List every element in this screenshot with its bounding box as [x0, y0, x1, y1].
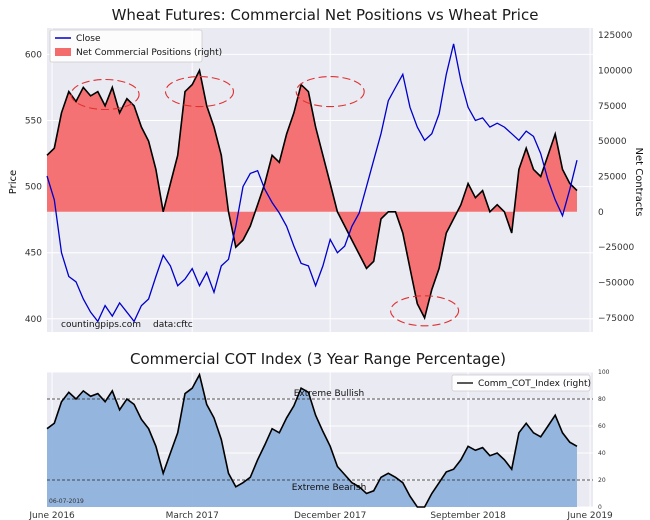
right-axis-ticks: 0 20 40 60 80 100 — [598, 369, 610, 511]
x-tick-label: March 2017 — [166, 511, 219, 520]
legend-cot-label: Comm_COT_Index (right) — [478, 379, 591, 389]
right-axis-ticks: −75000 −50000 −25000 0 25000 50000 75000 100000… — [598, 31, 634, 324]
cot-fill — [47, 374, 577, 507]
y2-tick-label: 100 — [598, 369, 610, 376]
y2-tick-label: 20 — [598, 477, 606, 484]
legend-positions-swatch — [55, 48, 71, 56]
peak-circle — [295, 76, 365, 108]
reference-label: Extreme Bearish — [292, 483, 367, 493]
x-tick-label: June 2016 — [28, 511, 75, 520]
y-tick-label: 550 — [25, 117, 42, 127]
y2-tick-label: 60 — [598, 423, 606, 430]
y2-tick-label: 25000 — [598, 173, 627, 183]
price-vs-positions-chart: Wheat Futures: Commercial Net Positions … — [8, 6, 644, 332]
x-tick-label: September 2018 — [430, 511, 506, 520]
peak-circle — [164, 76, 235, 108]
y2-tick-label: 100000 — [598, 66, 633, 76]
legend: Close Net Commercial Positions (right) — [49, 29, 222, 63]
y2-tick-label: −25000 — [598, 243, 634, 253]
x-tick-label: June 2019 — [566, 511, 613, 520]
y-axis-label: Price — [8, 170, 19, 194]
left-axis-ticks: 400 450 500 550 600 — [25, 50, 42, 324]
x-axis-ticks: June 2016 March 2017 December 2017 Septembe… — [28, 511, 613, 520]
y2-tick-label: 0 — [598, 208, 604, 218]
y2-tick-label: 50000 — [598, 137, 627, 147]
net-positions-area — [47, 70, 577, 318]
cot-index-area — [47, 374, 577, 507]
data-note: data:cftc — [153, 320, 193, 330]
highlight-circles — [70, 76, 460, 327]
y-tick-label: 400 — [25, 315, 42, 325]
date-note: 06-07-2019 — [49, 498, 84, 505]
y2-tick-label: 80 — [598, 396, 606, 403]
positions-fill — [47, 70, 577, 318]
series-lines — [46, 43, 578, 323]
positions-line — [46, 68, 578, 321]
source-note: countingpips.com — [61, 320, 141, 330]
reference-label: Extreme Bullish — [294, 389, 365, 399]
chart-title: Wheat Futures: Commercial Net Positions … — [112, 6, 539, 24]
cot-index-chart: Commercial COT Index (3 Year Range Perce… — [28, 350, 613, 520]
cot-index-line — [46, 372, 578, 508]
y-tick-label: 500 — [25, 183, 42, 193]
reference-lines: Extreme Bullish Extreme Bearish — [47, 389, 593, 493]
y2-axis-label: Net Contracts — [633, 148, 644, 217]
cot-line — [46, 372, 578, 508]
y2-tick-label: 125000 — [598, 31, 633, 41]
y2-tick-label: −75000 — [598, 314, 634, 324]
legend: Comm_COT_Index (right) — [451, 374, 591, 392]
y-tick-label: 450 — [25, 249, 42, 259]
close-price-line — [46, 43, 578, 323]
y2-tick-label: −50000 — [598, 279, 634, 289]
legend-close-label: Close — [76, 34, 101, 44]
y2-tick-label: 40 — [598, 450, 606, 457]
y2-tick-label: 0 — [598, 504, 602, 511]
peak-circle — [70, 78, 140, 111]
chart-title: Commercial COT Index (3 Year Range Perce… — [130, 350, 506, 368]
trough-circle — [390, 295, 460, 327]
x-tick-label: December 2017 — [294, 511, 366, 520]
legend-positions-label: Net Commercial Positions (right) — [76, 48, 222, 58]
y2-tick-label: 75000 — [598, 102, 627, 112]
y-tick-label: 600 — [25, 50, 42, 60]
